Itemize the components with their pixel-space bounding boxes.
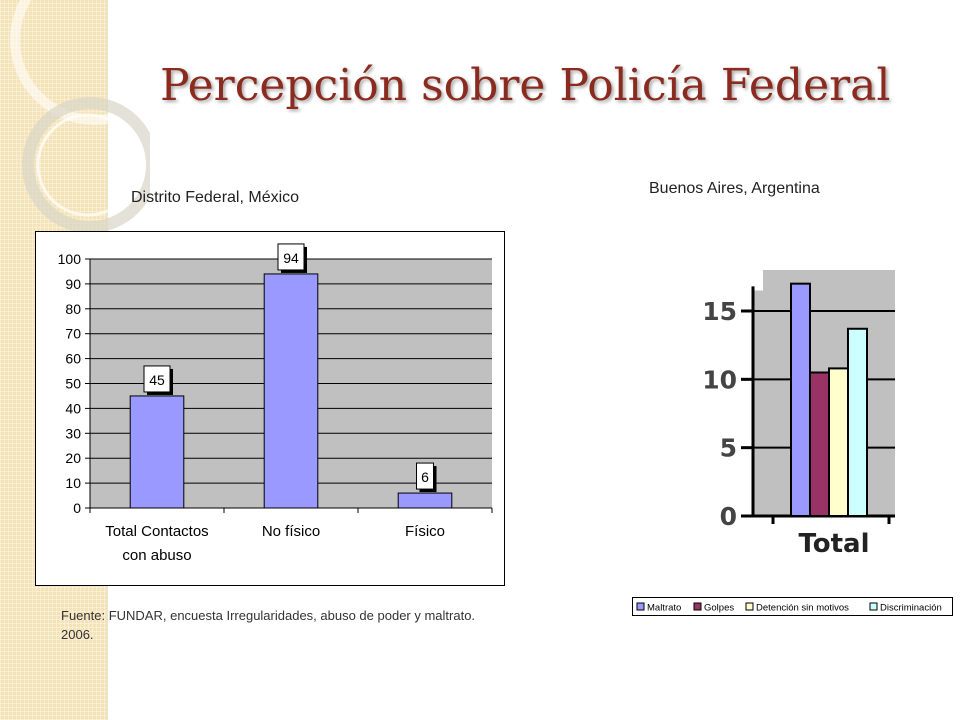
ring-medium	[22, 97, 150, 233]
chart1-data-label-box	[416, 462, 434, 490]
chart-buenos-aires: 0 5 10 15 Total	[702, 270, 895, 556]
chart1-y-tick-label: 70	[65, 326, 81, 342]
chart1-y-tick-label: 90	[65, 276, 81, 292]
chart2-y-tick-label: 5	[720, 434, 737, 463]
chart1-data-label: 6	[421, 469, 429, 485]
chart1-data-label-box	[143, 365, 171, 393]
chart1-y-tick-label: 100	[58, 251, 82, 267]
chart2-legend-frame	[632, 597, 953, 616]
chart1-y-tick-label: 0	[73, 500, 81, 516]
chart1-y-tick-label: 80	[65, 301, 81, 317]
chart2-plot-area-left	[753, 290, 765, 516]
chart1-category-label: Físico	[405, 523, 445, 540]
chart1-category-label: Total Contactos	[105, 523, 208, 540]
chart2-legend-swatch	[636, 602, 645, 611]
chart1-category-label: No físico	[262, 523, 320, 540]
chart1-category-label: con abuso	[122, 547, 191, 564]
chart2-y-tick-label: 10	[702, 365, 737, 394]
chart1-bar	[263, 273, 319, 509]
chart2-y-tick-label: 0	[720, 502, 737, 531]
chart1-y-tick-label: 10	[65, 475, 81, 491]
chart2-legend-label: Golpes	[704, 603, 734, 614]
chart1-y-tick-label: 40	[65, 400, 81, 416]
chart2-caption: Buenos Aires, Argentina	[649, 180, 820, 197]
chart2-legend-label: Detención sin motivos	[756, 603, 849, 614]
ring-large	[10, 0, 150, 125]
chart1-y-tick-label: 20	[65, 450, 81, 466]
chart1-data-label: 45	[149, 372, 165, 388]
chart2-legend-swatch	[869, 602, 878, 611]
chart2-category-label: Total	[798, 529, 869, 556]
chart2-legend-swatch	[693, 602, 702, 611]
chart1-y-tick-label: 50	[65, 376, 81, 392]
chart2-legend-swatch	[745, 602, 754, 611]
chart2-legend-label: Maltrato	[647, 603, 681, 614]
chart2-bar-discriminaci-n	[847, 327, 868, 518]
chart1-y-tick-label: 30	[65, 425, 81, 441]
chart-distrito-federal: 0 10 20 30 40 50 60 70 80 90 100 45 Total Contactos c…	[35, 231, 505, 586]
slide-title: Percepción sobre Policía Federal	[160, 60, 891, 111]
source-note: Fuente: FUNDAR, encuesta Irregularidades…	[61, 608, 476, 642]
chart2-bar-detenci-n-sin-motivos	[828, 367, 849, 518]
chart1-bar	[129, 395, 185, 509]
chart1-data-label: 94	[283, 250, 299, 266]
chart1-bar	[397, 492, 453, 509]
chart1-caption: Distrito Federal, México	[131, 189, 300, 206]
chart2-legend-label: Discriminación	[880, 603, 942, 614]
ring-inner	[36, 113, 140, 217]
chart1-data-label-box	[277, 243, 305, 271]
chart2-y-tick-label: 15	[702, 297, 737, 326]
chart2-bar-golpes	[809, 371, 830, 517]
chart2-bar-maltrato	[790, 282, 811, 517]
decorative-rings	[10, 0, 150, 233]
chart1-y-tick-label: 60	[65, 351, 81, 367]
chart2-legend: Maltrato Golpes Detención sin motivos Discr…	[632, 597, 953, 616]
